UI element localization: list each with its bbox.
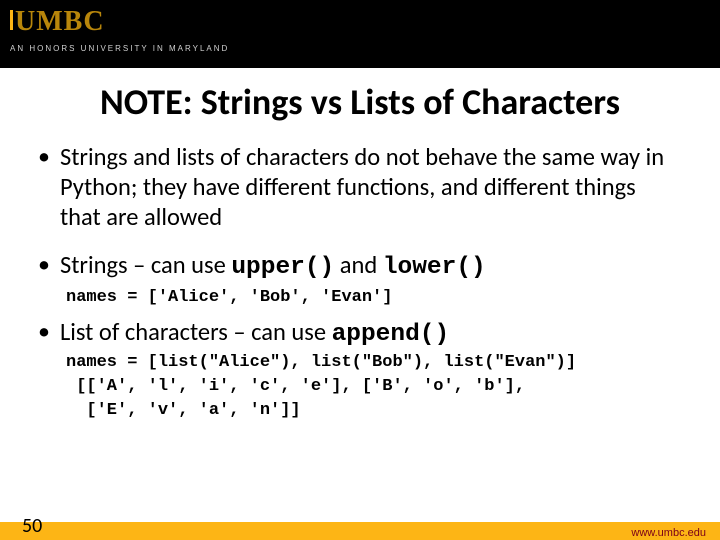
code-line-names2: names = [list("Alice"), list("Bob"), lis…	[66, 352, 682, 374]
bullet-2-text: Strings – can use upper() and lower()	[60, 250, 486, 283]
page-number: 50	[22, 514, 42, 538]
bullet-3-text: List of characters – can use append()	[60, 317, 449, 350]
bullet-1: • Strings and lists of characters do not…	[38, 142, 682, 232]
bullet-dot: •	[38, 250, 50, 280]
bullet-2-mid: and	[334, 250, 383, 280]
tagline: AN HONORS UNIVERSITY IN MARYLAND	[10, 44, 229, 53]
bullet-3-prefix: List of characters – can use	[60, 317, 332, 347]
code-line-output2: ['E', 'v', 'a', 'n']]	[66, 400, 682, 422]
logo-accent-bar	[10, 10, 13, 30]
logo-text: UMBC	[15, 6, 105, 37]
footer-bar	[0, 522, 720, 540]
slide-title: NOTE: Strings vs Lists of Characters	[0, 80, 720, 124]
code-line-names1: names = ['Alice', 'Bob', 'Evan']	[66, 287, 682, 309]
bullet-3: • List of characters – can use append()	[38, 317, 682, 350]
bullet-dot: •	[38, 317, 50, 347]
logo: UMBC	[10, 6, 105, 38]
code-line-output1: [['A', 'l', 'i', 'c', 'e'], ['B', 'o', '…	[66, 376, 682, 398]
code-append: append()	[332, 321, 450, 348]
bullet-2: • Strings – can use upper() and lower()	[38, 250, 682, 283]
slide-content: • Strings and lists of characters do not…	[0, 142, 720, 422]
bullet-dot: •	[38, 142, 50, 172]
code-lower: lower()	[383, 254, 486, 281]
header-bar: UMBC AN HONORS UNIVERSITY IN MARYLAND	[0, 0, 720, 68]
footer-url: www.umbc.edu	[631, 527, 706, 539]
bullet-1-text: Strings and lists of characters do not b…	[60, 142, 682, 232]
bullet-2-prefix: Strings – can use	[60, 250, 231, 280]
code-upper: upper()	[231, 254, 334, 281]
